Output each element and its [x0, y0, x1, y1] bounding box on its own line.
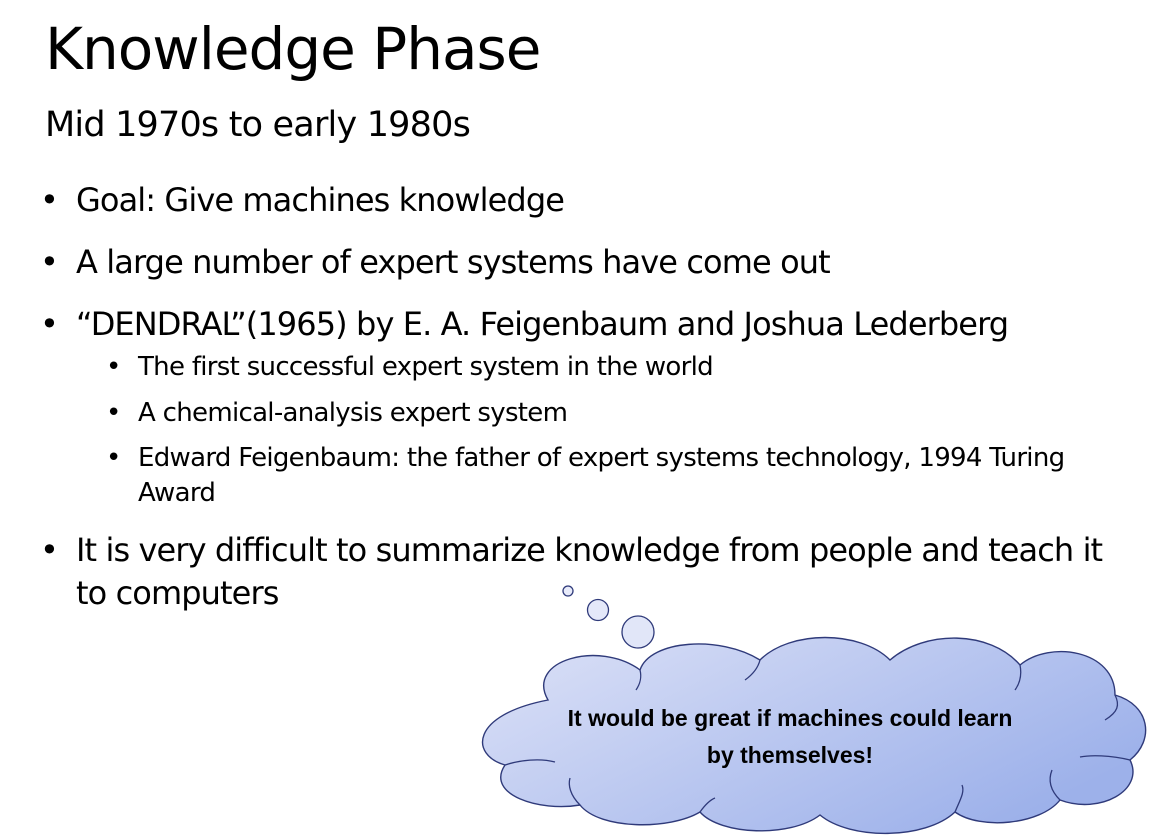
cloud-curl — [504, 759, 556, 766]
sub-bullet-list: The first successful expert system in th… — [76, 349, 1140, 511]
slide-subtitle: Mid 1970s to early 1980s — [45, 105, 471, 145]
bullet-text: Goal: Give machines knowledge — [76, 181, 565, 219]
bullet-list: Goal: Give machines knowledge A large nu… — [40, 178, 1140, 632]
cloud-curl — [1014, 664, 1022, 691]
cloud-curl — [635, 669, 642, 691]
bullet-text: It is very difficult to summarize knowle… — [76, 531, 1103, 612]
bullet-expert-systems: A large number of expert systems have co… — [40, 240, 1140, 285]
bullet-goal: Goal: Give machines knowledge — [40, 178, 1140, 223]
sub-bullet-first-success: The first successful expert system in th… — [76, 349, 1098, 386]
cloud-curl — [699, 797, 716, 813]
bullet-dendral: “DENDRAL”(1965) by E. A. Feigenbaum and … — [40, 302, 1140, 511]
bullet-text: “DENDRAL”(1965) by E. A. Feigenbaum and … — [76, 305, 1009, 343]
sub-bullet-chemical-analysis: A chemical-analysis expert system — [76, 395, 1098, 432]
cloud-curl — [1049, 769, 1061, 801]
cloud-curl — [954, 784, 964, 813]
bullet-difficulty: It is very difficult to summarize knowle… — [40, 529, 1136, 615]
sub-bullet-feigenbaum: Edward Feigenbaum: the father of expert … — [76, 441, 1098, 511]
bullet-text: A large number of expert systems have co… — [76, 243, 831, 281]
cloud-curl — [568, 777, 581, 806]
slide-title: Knowledge Phase — [45, 15, 541, 83]
cloud-curl — [1079, 755, 1131, 761]
callout-text: It would be great if machines could lear… — [567, 705, 1013, 768]
cloud-curl — [1104, 694, 1119, 721]
cloud-curl — [744, 659, 761, 681]
